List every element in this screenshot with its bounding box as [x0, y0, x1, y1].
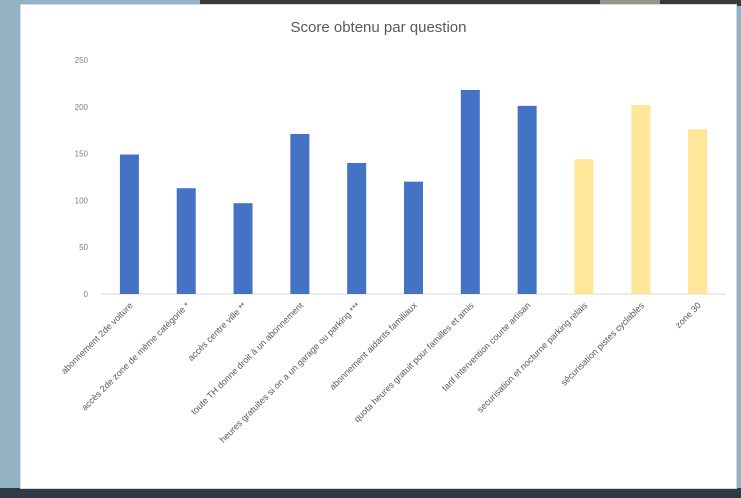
bar — [176, 188, 196, 294]
bar — [688, 129, 708, 294]
bar — [233, 203, 253, 294]
category-label: securisation et nocturne parking relais — [475, 300, 590, 415]
bar — [347, 162, 367, 294]
y-tick-label: 200 — [75, 103, 89, 112]
bar — [460, 89, 480, 295]
category-label: accès centre ville ** — [186, 300, 249, 363]
bar — [574, 159, 594, 294]
background-photo-strip — [200, 0, 741, 6]
bar — [517, 105, 537, 294]
category-label: quota heures gratuit pour familles et am… — [352, 300, 476, 424]
y-tick-label: 100 — [75, 196, 89, 205]
bar — [631, 104, 651, 294]
y-tick-label: 250 — [75, 56, 89, 65]
category-label: accès 2de zone de même catégorie * — [79, 300, 191, 412]
y-tick-label: 50 — [79, 243, 88, 252]
background-bottom-strip — [0, 488, 741, 498]
bar — [290, 133, 310, 294]
background-photo-highlight — [600, 0, 660, 6]
y-tick-label: 0 — [84, 290, 89, 299]
chart-title: Score obtenu par question — [290, 19, 467, 36]
category-label: zone 30 — [673, 300, 703, 330]
category-label: toute TH donne droit à un abonnement — [189, 300, 306, 417]
y-tick-label: 150 — [75, 150, 89, 159]
chart-card: Score obtenu par question 0 50 100 150 200 25… — [20, 4, 737, 489]
bar — [119, 154, 139, 294]
bar — [404, 181, 423, 294]
